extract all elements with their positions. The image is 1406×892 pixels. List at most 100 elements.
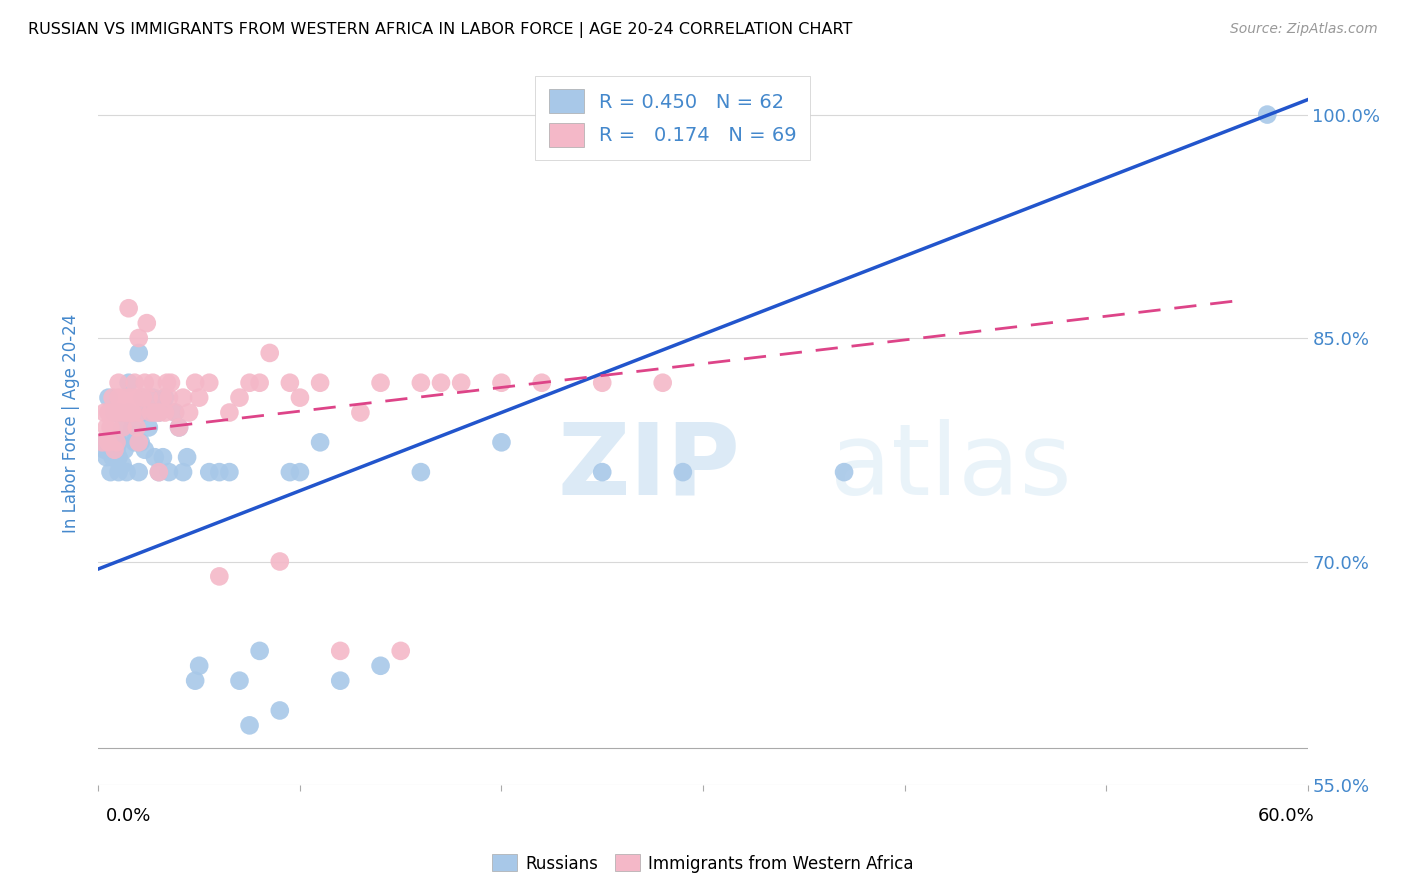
Point xyxy=(167,420,190,434)
Point xyxy=(135,316,157,330)
Point xyxy=(329,673,352,688)
Text: 60.0%: 60.0% xyxy=(1258,807,1315,825)
Point xyxy=(134,442,156,457)
Point xyxy=(269,703,291,717)
Point xyxy=(430,376,453,390)
Point xyxy=(111,420,134,434)
Point xyxy=(128,346,150,360)
Point xyxy=(118,301,141,316)
Text: atlas: atlas xyxy=(830,418,1071,516)
Point xyxy=(591,465,613,479)
Point xyxy=(172,465,194,479)
Point xyxy=(93,442,115,457)
Point xyxy=(107,405,129,419)
Point xyxy=(138,420,160,434)
Point xyxy=(134,376,156,390)
Point xyxy=(118,376,141,390)
Point xyxy=(172,391,194,405)
Point xyxy=(832,465,855,479)
Point xyxy=(163,405,186,419)
Point xyxy=(218,465,240,479)
Point xyxy=(409,376,432,390)
Point xyxy=(309,435,332,450)
Point xyxy=(450,376,472,390)
Point xyxy=(152,391,174,405)
Text: ZIP: ZIP xyxy=(558,418,741,516)
Point xyxy=(97,405,120,419)
Point xyxy=(97,391,120,405)
Point xyxy=(156,376,179,390)
Point xyxy=(107,391,129,405)
Legend: R = 0.450   N = 62, R =   0.174   N = 69: R = 0.450 N = 62, R = 0.174 N = 69 xyxy=(536,76,810,161)
Point xyxy=(228,391,250,405)
Point xyxy=(530,376,553,390)
Point xyxy=(107,450,129,465)
Point xyxy=(157,391,180,405)
Point xyxy=(114,442,136,457)
Text: 0.0%: 0.0% xyxy=(105,807,150,825)
Point xyxy=(329,644,352,658)
Point xyxy=(114,405,136,419)
Point xyxy=(370,658,392,673)
Point xyxy=(198,465,221,479)
Point xyxy=(91,435,114,450)
Legend: Russians, Immigrants from Western Africa: Russians, Immigrants from Western Africa xyxy=(485,847,921,880)
Point xyxy=(124,435,146,450)
Point xyxy=(111,458,134,472)
Point xyxy=(142,376,165,390)
Point xyxy=(129,435,152,450)
Point xyxy=(208,569,231,583)
Point xyxy=(132,405,155,419)
Point xyxy=(124,391,146,405)
Point xyxy=(148,465,170,479)
Point xyxy=(157,465,180,479)
Point xyxy=(111,420,134,434)
Point xyxy=(259,346,281,360)
Point xyxy=(148,405,170,419)
Point xyxy=(132,391,155,405)
Point xyxy=(370,376,392,390)
Point xyxy=(124,376,146,390)
Point xyxy=(249,376,271,390)
Y-axis label: In Labor Force | Age 20-24: In Labor Force | Age 20-24 xyxy=(62,314,80,533)
Point xyxy=(118,391,141,405)
Point xyxy=(148,405,170,419)
Point xyxy=(107,435,129,450)
Point xyxy=(107,405,129,419)
Point xyxy=(309,376,332,390)
Point xyxy=(269,554,291,568)
Point xyxy=(101,405,124,419)
Point xyxy=(101,391,124,405)
Text: Source: ZipAtlas.com: Source: ZipAtlas.com xyxy=(1230,22,1378,37)
Point xyxy=(278,465,301,479)
Point xyxy=(163,405,186,419)
Point xyxy=(118,405,141,419)
Point xyxy=(97,435,120,450)
Point xyxy=(591,376,613,390)
Point xyxy=(218,405,240,419)
Point xyxy=(103,442,125,457)
Point xyxy=(100,420,122,434)
Point xyxy=(143,450,166,465)
Point xyxy=(118,405,141,419)
Point xyxy=(105,442,128,457)
Point xyxy=(188,391,211,405)
Point xyxy=(409,465,432,479)
Point xyxy=(288,465,311,479)
Point xyxy=(491,376,513,390)
Point xyxy=(101,450,124,465)
Point xyxy=(228,673,250,688)
Point xyxy=(121,405,143,419)
Point xyxy=(672,465,695,479)
Point xyxy=(148,465,170,479)
Point xyxy=(115,465,138,479)
Point xyxy=(152,450,174,465)
Point xyxy=(128,331,150,345)
Point xyxy=(132,391,155,405)
Point xyxy=(91,435,114,450)
Point xyxy=(139,405,162,419)
Point xyxy=(128,435,150,450)
Point xyxy=(96,450,118,465)
Point xyxy=(96,420,118,434)
Point xyxy=(288,391,311,405)
